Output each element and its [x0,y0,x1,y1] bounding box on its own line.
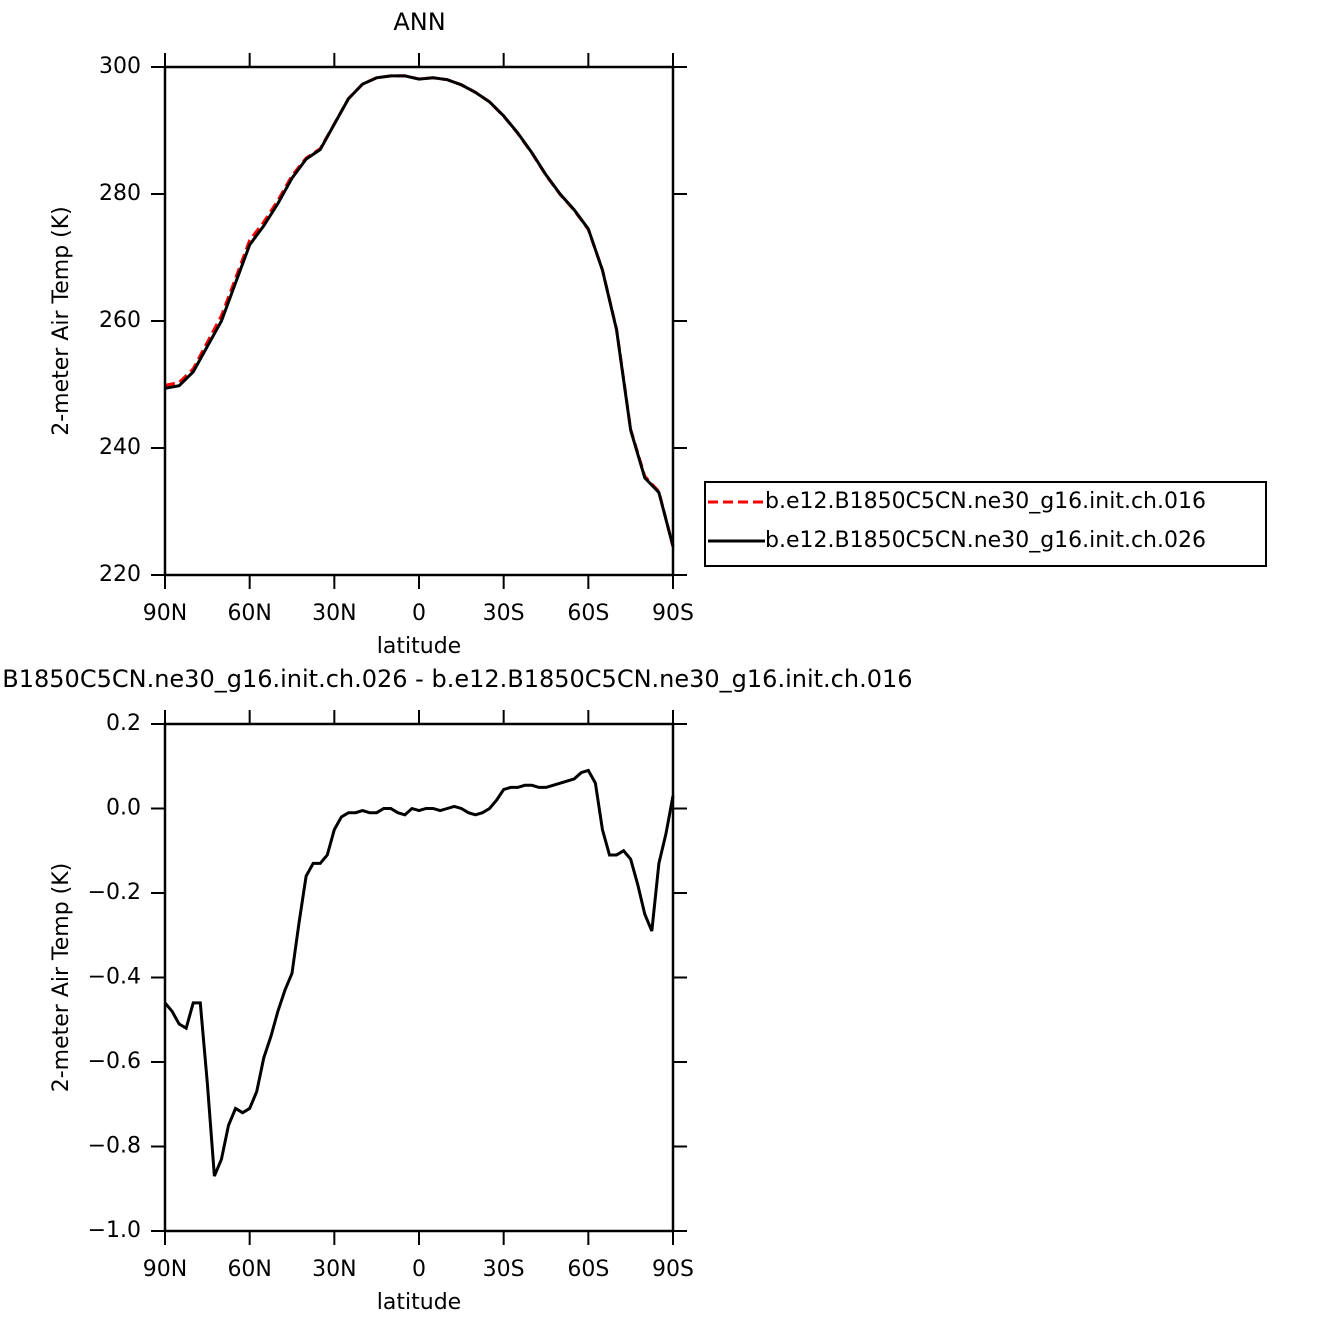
x-tick-label: 60N [227,1257,271,1282]
x-tick-label: 30S [483,1257,525,1282]
x-tick-label: 90N [143,1257,187,1282]
x-tick-label: 90S [652,601,694,626]
y-tick-label: −0.2 [88,880,141,905]
x-tick-label: 60S [567,1257,609,1282]
x-axis-label: latitude [377,1290,461,1315]
x-tick-label: 0 [412,601,426,626]
x-tick-label: 30N [312,1257,356,1282]
plot-frame [163,65,675,577]
legend-box [704,481,1267,567]
y-tick-label: 0.0 [106,796,141,821]
y-axis-label: 2-meter Air Temp (K) [49,863,74,1093]
chart-title: ANN [393,8,445,36]
x-axis-label: latitude [377,634,461,659]
chart-title: b.e12.B1850C5CN.ne30_g16.init.ch.026 - b… [0,665,913,693]
x-tick-label: 90N [143,601,187,626]
legend-label: b.e12.B1850C5CN.ne30_g16.init.ch.026 [765,528,1206,553]
x-tick-label: 90S [652,1257,694,1282]
plot-frame [163,722,675,1233]
x-tick-label: 0 [412,1257,426,1282]
y-tick-label: −0.4 [88,965,141,990]
y-tick-label: 280 [99,181,141,206]
y-tick-label: 0.2 [106,711,141,736]
data-line [164,74,675,547]
x-tick-label: 60S [567,601,609,626]
y-tick-label: −1.0 [88,1218,141,1243]
data-line [163,768,675,1177]
y-tick-label: 260 [99,308,141,333]
y-tick-label: −0.6 [88,1049,141,1074]
x-tick-label: 60N [227,601,271,626]
y-axis-label: 2-meter Air Temp (K) [49,206,74,436]
legend-label: b.e12.B1850C5CN.ne30_g16.init.ch.016 [765,489,1206,514]
y-tick-label: −0.8 [88,1134,141,1159]
x-tick-label: 30N [312,601,356,626]
y-tick-label: 240 [99,435,141,460]
data-line [164,74,675,547]
y-tick-label: 300 [99,54,141,79]
x-tick-label: 30S [483,601,525,626]
y-tick-label: 220 [99,562,141,587]
